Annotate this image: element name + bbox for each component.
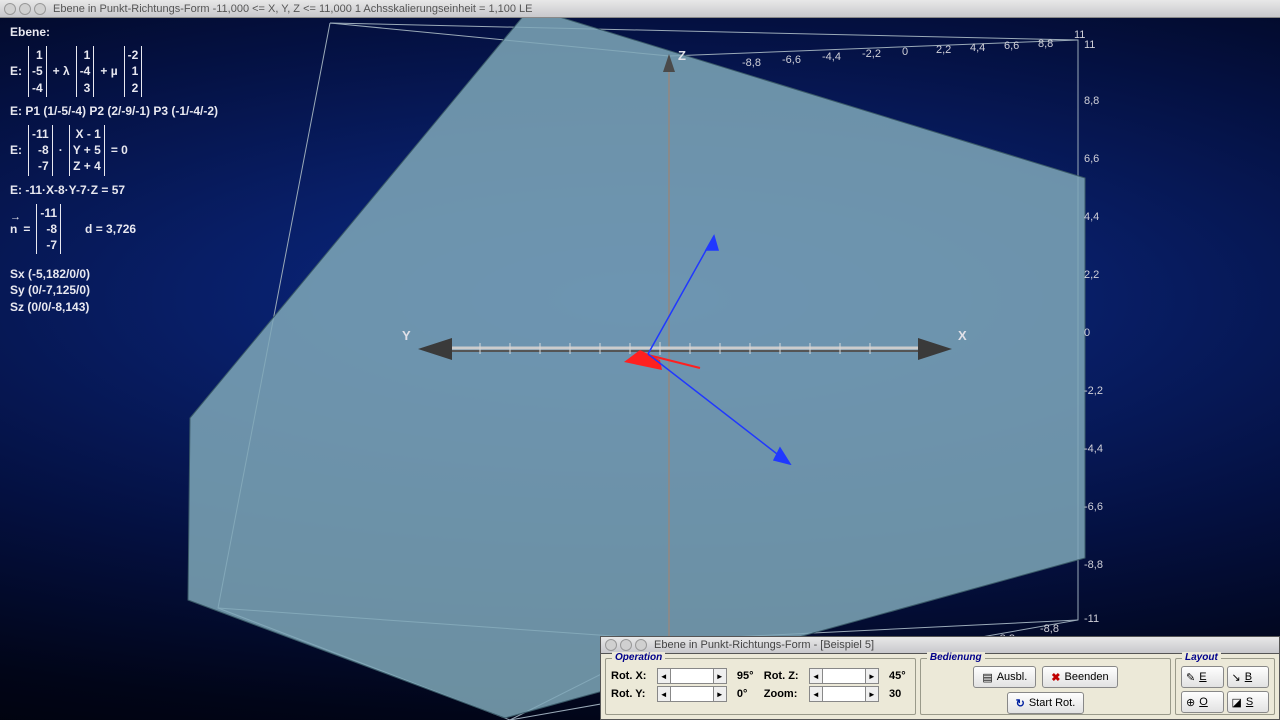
panel-title-text: Ebene in Punkt-Richtungs-Form - [Beispie… xyxy=(654,639,874,651)
layout-s-button[interactable]: ◪S xyxy=(1227,691,1269,713)
arrow-icon: ↘ xyxy=(1232,671,1241,684)
value-rotz: 45° xyxy=(889,670,910,682)
plane-surface xyxy=(188,18,1085,718)
window-title: Ebene in Punkt-Richtungs-Form -11,000 <=… xyxy=(53,3,533,15)
titlebar: Ebene in Punkt-Richtungs-Form -11,000 <=… xyxy=(0,0,1280,18)
panel-title-button[interactable] xyxy=(620,639,632,651)
svg-text:-8,8: -8,8 xyxy=(1084,559,1103,571)
math-info: Ebene: E: 1-5-4 + λ 1-43 + µ -212 E: P1 … xyxy=(10,24,218,315)
value-roty: 0° xyxy=(737,688,758,700)
rotate-icon: ↻ xyxy=(1016,697,1025,710)
svg-text:-2,2: -2,2 xyxy=(862,48,881,60)
axis-ticks-top: -8,8 -6,6 -4,4 -2,2 0 2,2 4,4 6,6 8,8 11 xyxy=(742,29,1085,69)
svg-text:Y: Y xyxy=(402,328,411,343)
svg-text:-6,6: -6,6 xyxy=(782,54,801,66)
chevron-right-icon[interactable]: ► xyxy=(713,668,727,684)
svg-text:6,6: 6,6 xyxy=(1084,153,1099,165)
panel-title-button[interactable] xyxy=(605,639,617,651)
titlebar-button[interactable] xyxy=(34,3,46,15)
group-layout: Layout ✎E ↘B ⊕O ◪S xyxy=(1175,658,1275,715)
svg-text:-8,8: -8,8 xyxy=(1040,623,1059,635)
chevron-left-icon[interactable]: ◄ xyxy=(809,668,823,684)
svg-text:-8,8: -8,8 xyxy=(742,57,761,69)
start-rotation-button[interactable]: ↻ Start Rot. xyxy=(1007,692,1085,714)
svg-text:-6,6: -6,6 xyxy=(1084,501,1103,513)
spinner-roty[interactable]: ◄ ► xyxy=(657,686,731,702)
svg-text:-4,4: -4,4 xyxy=(822,51,841,63)
chevron-left-icon[interactable]: ◄ xyxy=(657,668,671,684)
layout-o-button[interactable]: ⊕O xyxy=(1181,691,1224,713)
svg-text:8,8: 8,8 xyxy=(1084,95,1099,107)
target-icon: ⊕ xyxy=(1186,696,1195,709)
value-zoom: 30 xyxy=(889,688,910,700)
chevron-right-icon[interactable]: ► xyxy=(865,686,879,702)
svg-text:Z: Z xyxy=(678,48,686,63)
chevron-left-icon[interactable]: ◄ xyxy=(657,686,671,702)
chevron-right-icon[interactable]: ► xyxy=(713,686,727,702)
beenden-button[interactable]: ✖ Beenden xyxy=(1042,666,1117,688)
svg-text:2,2: 2,2 xyxy=(936,44,951,56)
pencil-icon: ✎ xyxy=(1186,671,1195,684)
svg-text:0: 0 xyxy=(1084,327,1090,339)
svg-text:0: 0 xyxy=(902,46,908,58)
svg-text:-4,4: -4,4 xyxy=(1084,443,1103,455)
label-rotx: Rot. X: xyxy=(611,670,651,682)
svg-text:11: 11 xyxy=(1084,39,1095,51)
panel-title-button[interactable] xyxy=(635,639,647,651)
spinner-rotx[interactable]: ◄ ► xyxy=(657,668,731,684)
svg-text:-2,2: -2,2 xyxy=(1084,385,1103,397)
layout-b-button[interactable]: ↘B xyxy=(1227,666,1269,688)
label-zoom: Zoom: xyxy=(764,688,803,700)
svg-text:2,2: 2,2 xyxy=(1084,269,1099,281)
axis-ticks-right: 11 8,8 6,6 4,4 2,2 0 -2,2 -4,4 -6,6 -8,8… xyxy=(1084,39,1103,625)
titlebar-button[interactable] xyxy=(4,3,16,15)
svg-text:X: X xyxy=(958,328,967,343)
titlebar-button[interactable] xyxy=(19,3,31,15)
close-icon: ✖ xyxy=(1051,671,1060,684)
svg-text:6,6: 6,6 xyxy=(1004,40,1019,52)
3d-viewport[interactable]: Z Y X xyxy=(0,18,1280,720)
label-roty: Rot. Y: xyxy=(611,688,651,700)
chevron-right-icon[interactable]: ► xyxy=(865,668,879,684)
group-bedienung: Bedienung ▤ Ausbl. ✖ Beenden ↻ xyxy=(920,658,1171,715)
chevron-left-icon[interactable]: ◄ xyxy=(809,686,823,702)
control-panel: Ebene in Punkt-Richtungs-Form - [Beispie… xyxy=(600,636,1280,720)
layers-icon: ◪ xyxy=(1232,696,1242,709)
spinner-zoom[interactable]: ◄ ► xyxy=(809,686,883,702)
group-operation: Operation Rot. X: ◄ ► 95° Rot. Z: ◄ ► xyxy=(605,658,916,715)
svg-text:8,8: 8,8 xyxy=(1038,38,1053,50)
svg-text:-11: -11 xyxy=(1084,613,1099,625)
list-icon: ▤ xyxy=(982,671,992,684)
spinner-rotz[interactable]: ◄ ► xyxy=(809,668,883,684)
value-rotx: 95° xyxy=(737,670,758,682)
svg-text:4,4: 4,4 xyxy=(970,42,985,54)
ausbl-button[interactable]: ▤ Ausbl. xyxy=(973,666,1036,688)
svg-text:4,4: 4,4 xyxy=(1084,211,1099,223)
label-rotz: Rot. Z: xyxy=(764,670,803,682)
layout-e-button[interactable]: ✎E xyxy=(1181,666,1224,688)
